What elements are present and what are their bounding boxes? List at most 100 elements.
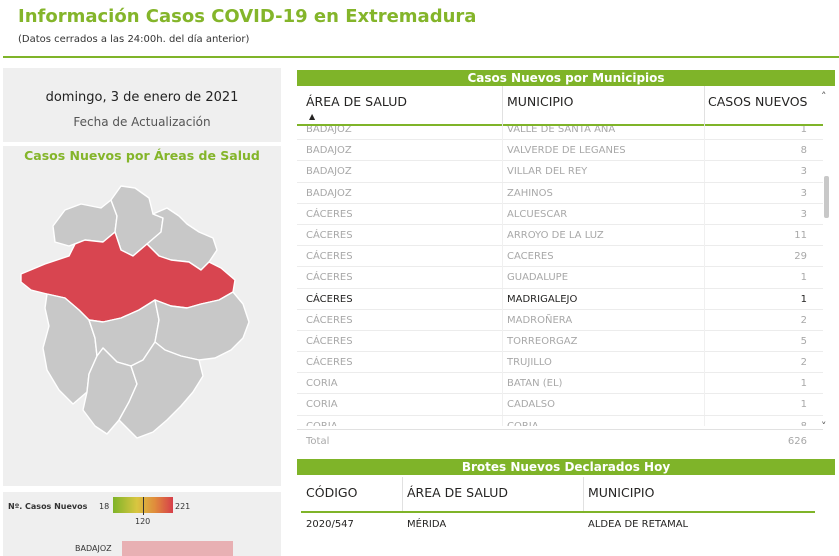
title-divider (3, 56, 839, 58)
col-header-area[interactable]: ÁREA DE SALUD (306, 94, 407, 109)
column-divider (502, 267, 503, 289)
cases-table-body[interactable]: BADAJOZ VALLE DE SANTA ANA 1 BADAJOZ VALVERD… (297, 126, 823, 426)
cases-table: ÁREA DE SALUD ▲ MUNICIPIO CASOS NUEVOS B… (297, 86, 835, 452)
table-row[interactable]: CÁCERES TORREORGAZ 5 (297, 330, 823, 353)
scrollbar-thumb[interactable] (824, 176, 829, 218)
update-date-label: Fecha de Actualización (73, 115, 211, 129)
col-header-municipio-brote[interactable]: MUNICIPIO (588, 485, 655, 500)
cell-municipio: TORREORGAZ (507, 335, 578, 347)
cell-area: CÁCERES (306, 335, 353, 347)
column-divider (502, 224, 503, 246)
column-divider (704, 415, 705, 426)
cell-casos: 1 (800, 378, 807, 390)
cases-table-header: Casos Nuevos por Municipios (297, 70, 835, 86)
cell-municipio: ARROYO DE LA LUZ (507, 229, 604, 241)
column-divider (502, 415, 503, 426)
column-divider (502, 161, 503, 183)
column-divider (704, 126, 705, 140)
cell-area: CÁCERES (306, 251, 353, 263)
cell-municipio: CACERES (507, 251, 554, 263)
col-header-casos[interactable]: CASOS NUEVOS (708, 94, 808, 109)
health-areas-map[interactable] (3, 170, 281, 484)
column-divider (704, 330, 705, 352)
update-date-card: domingo, 3 de enero de 2021 Fecha de Act… (3, 68, 281, 142)
cell-area: CÁCERES (306, 314, 353, 326)
cell-municipio: VILLAR DEL REY (507, 166, 588, 178)
table-row[interactable]: CORIA CORIA 8 (297, 415, 823, 426)
cell-casos: 3 (800, 208, 807, 220)
cell-casos: 8 (801, 421, 807, 426)
cell-casos: 1 (800, 272, 807, 284)
map-panel: Casos Nuevos por Áreas de Salud (3, 146, 281, 486)
table-row[interactable]: BADAJOZ VALVERDE DE LEGANES 8 (297, 140, 823, 162)
outbreaks-table: CÓDIGO ÁREA DE SALUD MUNICIPIO 2020/547 … (297, 475, 835, 556)
table-row[interactable]: CÁCERES ARROYO DE LA LUZ 11 (297, 224, 823, 247)
legend-label: Nº. Casos Nuevos (8, 502, 88, 511)
outbreak-codigo: 2020/547 (306, 519, 354, 530)
cell-municipio: BATAN (EL) (507, 378, 563, 390)
table-row[interactable]: CORIA BATAN (EL) 1 (297, 373, 823, 395)
sort-ascending-icon[interactable]: ▲ (309, 112, 316, 121)
cell-municipio: TRUJILLO (507, 357, 552, 369)
bar-badajoz[interactable] (122, 541, 233, 556)
update-date-value: domingo, 3 de enero de 2021 (45, 90, 239, 105)
col-header-area-salud[interactable]: ÁREA DE SALUD (407, 485, 508, 500)
legend-mid-value: 120 (135, 517, 151, 526)
table-row[interactable]: CORIA CADALSO 1 (297, 394, 823, 416)
column-divider (502, 330, 503, 352)
table-row[interactable]: CÁCERES MADRIGALEJO 1 (297, 288, 823, 310)
cell-area: CÁCERES (306, 208, 353, 220)
column-divider (704, 224, 705, 246)
legend-max-value: 221 (175, 502, 191, 511)
column-divider (704, 203, 705, 225)
cell-casos: 11 (794, 229, 807, 241)
table-row[interactable]: BADAJOZ VALLE DE SANTA ANA 1 (297, 126, 823, 141)
cell-area: CÁCERES (306, 272, 353, 284)
cell-casos: 8 (800, 145, 807, 157)
cases-table-total: Total 626 (297, 429, 823, 451)
legend-min-value: 18 (99, 502, 110, 511)
column-divider (704, 373, 705, 395)
cell-casos: 1 (800, 399, 807, 411)
column-divider (502, 140, 503, 162)
cell-casos: 1 (800, 126, 807, 135)
column-divider (502, 352, 503, 374)
table-row[interactable]: CÁCERES MADROÑERA 2 (297, 309, 823, 331)
column-divider (502, 126, 503, 140)
cell-area: BADAJOZ (306, 126, 352, 135)
cell-casos: 2 (800, 357, 807, 369)
column-divider (704, 267, 705, 289)
col-header-codigo[interactable]: CÓDIGO (306, 485, 358, 500)
table-row[interactable]: CÁCERES CACERES 29 (297, 246, 823, 268)
cell-municipio: MADRIGALEJO (507, 293, 578, 305)
table-row[interactable]: CÁCERES GUADALUPE 1 (297, 267, 823, 289)
cell-municipio: VALVERDE DE LEGANES (507, 145, 626, 157)
table-row[interactable]: BADAJOZ VILLAR DEL REY 3 (297, 161, 823, 183)
map-area-llerena[interactable] (118, 341, 204, 439)
cell-area: CORIA (306, 421, 338, 426)
outbreak-municipio: ALDEA DE RETAMAL (588, 519, 689, 530)
column-divider (502, 182, 503, 204)
legend-mid-tick (143, 497, 144, 515)
map-title: Casos Nuevos por Áreas de Salud (24, 148, 260, 163)
column-divider (704, 352, 705, 374)
column-divider (502, 373, 503, 395)
column-divider (502, 246, 503, 268)
outbreaks-header-rule (301, 511, 815, 513)
page-title: Información Casos COVID-19 en Extremadur… (18, 6, 477, 27)
column-divider (704, 140, 705, 162)
table-row[interactable]: CÁCERES TRUJILLO 2 (297, 352, 823, 374)
scroll-down-icon[interactable]: ˅ (821, 420, 827, 433)
column-divider (502, 288, 503, 310)
total-label: Total (306, 436, 330, 447)
table-row[interactable]: BADAJOZ ZAHINOS 3 (297, 182, 823, 204)
cell-casos: 3 (800, 166, 807, 178)
col-header-municipio[interactable]: MUNICIPIO (507, 94, 574, 109)
scroll-up-icon[interactable]: ˄ (821, 90, 827, 103)
column-divider (502, 86, 503, 126)
table-row[interactable]: CÁCERES ALCUESCAR 3 (297, 203, 823, 225)
outbreaks-table-header: Brotes Nuevos Declarados Hoy (297, 459, 835, 475)
page-subtitle: (Datos cerrados a las 24:00h. del día an… (18, 34, 250, 45)
cell-municipio: CADALSO (507, 399, 555, 411)
column-divider (704, 182, 705, 204)
